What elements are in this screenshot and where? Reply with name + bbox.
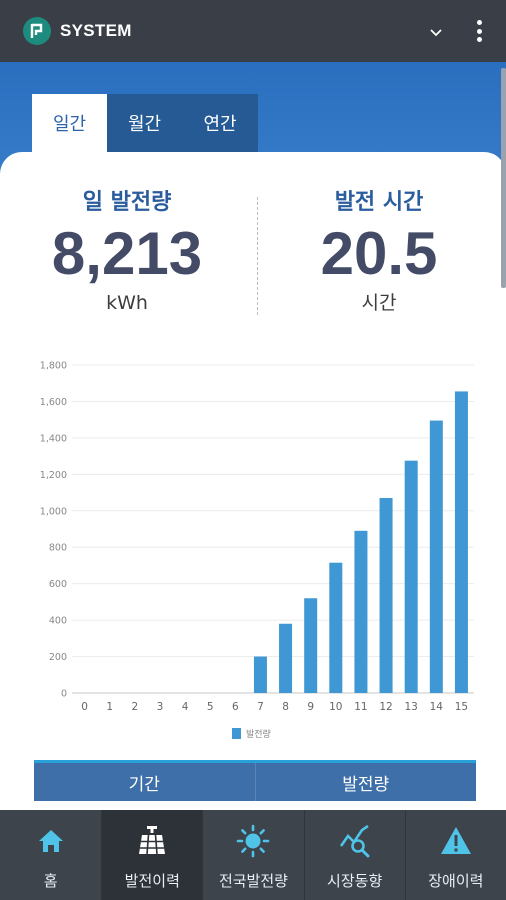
- generation-time-value: 20.5: [320, 220, 438, 287]
- x-tick-label: 10: [329, 701, 342, 713]
- generation-time-unit: 시간: [361, 292, 397, 314]
- bar-hour-13: [404, 460, 418, 693]
- x-tick-label: 13: [405, 701, 418, 713]
- nav-fault-history[interactable]: 장애이력: [404, 810, 506, 900]
- x-tick-label: 5: [207, 701, 214, 713]
- x-tick-label: 6: [232, 701, 239, 713]
- x-tick-label: 15: [455, 701, 468, 713]
- nav-generation-history[interactable]: 발전이력: [101, 810, 203, 900]
- more-vertical-icon[interactable]: [468, 16, 490, 46]
- column-header-period[interactable]: 기간: [128, 774, 160, 795]
- nav-generation-history-label: 발전이력: [124, 872, 180, 890]
- nav-home-label: 홈: [43, 872, 58, 890]
- y-tick-label: 200: [49, 652, 67, 663]
- nav-home[interactable]: 홈: [0, 810, 101, 900]
- bar-hour-12: [379, 498, 393, 693]
- daily-generation-stat: 일 발전량 8,213 kWh: [2, 186, 252, 316]
- x-tick-label: 3: [157, 701, 164, 713]
- legend-swatch: [232, 728, 241, 739]
- y-tick-label: 1,800: [40, 361, 67, 372]
- y-tick-label: 600: [49, 579, 67, 590]
- warning-icon: [439, 824, 473, 858]
- x-tick-label: 9: [307, 701, 314, 713]
- y-tick-label: 1,000: [40, 506, 67, 517]
- bar-hour-10: [329, 562, 343, 693]
- y-tick-label: 800: [49, 543, 67, 554]
- x-tick-label: 7: [257, 701, 264, 713]
- legend-label: 발전량: [246, 728, 271, 740]
- market-trend-icon: [338, 824, 372, 858]
- bar-hour-8: [279, 623, 293, 693]
- app-title: SYSTEM: [60, 21, 132, 40]
- daily-generation-unit: kWh: [106, 292, 148, 314]
- bar-hour-11: [354, 530, 368, 693]
- tab-monthly[interactable]: 월간: [107, 94, 182, 152]
- x-tick-label: 4: [182, 701, 189, 713]
- x-tick-label: 11: [354, 701, 367, 713]
- app-bar: SYSTEM: [0, 0, 506, 62]
- column-header-generation[interactable]: 발전량: [254, 763, 477, 801]
- y-tick-label: 0: [61, 689, 67, 700]
- bottom-nav: 홈 발전이력: [0, 810, 506, 900]
- daily-generation-title: 일 발전량: [82, 190, 172, 215]
- stat-divider: [257, 197, 258, 315]
- tab-daily[interactable]: 일간: [32, 94, 107, 152]
- tab-yearly[interactable]: 연간: [182, 94, 258, 152]
- daily-generation-value: 8,213: [51, 220, 203, 287]
- sun-icon: [236, 824, 270, 858]
- app-logo-icon: [23, 17, 51, 45]
- bar-hour-9: [304, 598, 318, 693]
- generation-time-title: 발전 시간: [334, 190, 424, 215]
- x-tick-label: 12: [379, 701, 392, 713]
- period-tabs: 일간 월간 연간: [32, 94, 258, 152]
- nav-fault-history-label: 장애이력: [428, 872, 484, 890]
- table-header: 기간 발전량: [34, 760, 476, 801]
- bar-hour-7: [253, 656, 267, 693]
- chart-canvas: 0 200 400 600 800 1,000 1,200 1,400 1,600 1,800 0 1…: [40, 361, 474, 740]
- y-tick-label: 400: [49, 616, 67, 627]
- hourly-generation-chart: 0 200 400 600 800 1,000 1,200 1,400 1,600 1,800 0 1…: [30, 354, 480, 754]
- solar-panel-icon: [135, 824, 169, 858]
- nav-national-generation[interactable]: 전국발전량: [202, 810, 303, 900]
- x-tick-label: 1: [106, 701, 113, 713]
- x-tick-label: 2: [131, 701, 138, 713]
- home-icon: [34, 824, 68, 858]
- nav-market-trend[interactable]: 시장동향: [303, 810, 405, 900]
- bar-hour-14: [429, 420, 443, 693]
- y-tick-label: 1,600: [40, 397, 67, 408]
- generation-time-stat: 발전 시간 20.5 시간: [254, 186, 504, 316]
- nav-market-trend-label: 시장동향: [327, 872, 383, 890]
- nav-national-generation-label: 전국발전량: [218, 872, 288, 890]
- y-tick-label: 1,400: [40, 433, 67, 444]
- y-tick-label: 1,200: [40, 470, 67, 481]
- x-tick-label: 14: [430, 701, 444, 713]
- x-tick-label: 0: [81, 701, 88, 713]
- x-tick-label: 8: [282, 701, 289, 713]
- chevron-down-icon[interactable]: [426, 22, 446, 42]
- bar-hour-15: [454, 391, 468, 693]
- scrollbar[interactable]: [501, 68, 506, 288]
